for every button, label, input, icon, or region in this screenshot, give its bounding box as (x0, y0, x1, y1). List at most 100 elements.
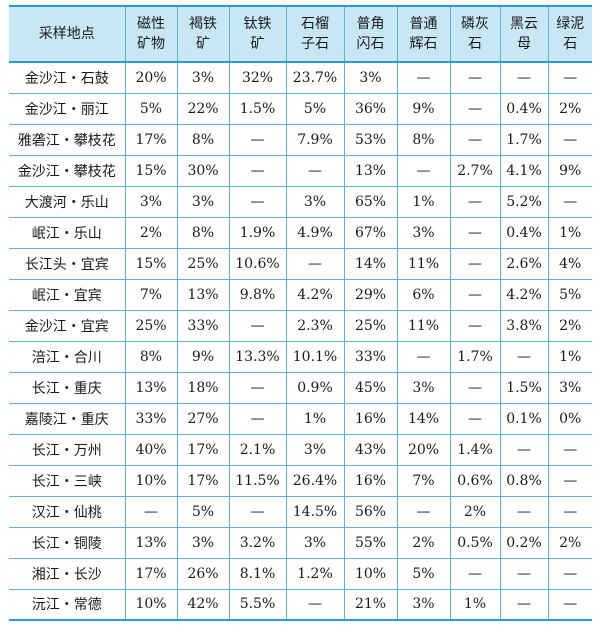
table-cell: 1.5% (228, 93, 286, 125)
table-cell: 67% (343, 217, 397, 249)
sampling-location-cell: 长江・重庆 (9, 372, 125, 404)
table-cell: 5% (396, 558, 450, 590)
table-cell: — (547, 434, 592, 466)
column-header: 磁性 矿物 (124, 5, 177, 63)
table-cell: — (499, 558, 548, 590)
table-row: 长江・重庆 13% 18% —0.9% 45% 3% —1.5% 3% (9, 372, 592, 404)
table-cell: 3% (176, 186, 229, 218)
table-row: 涪江・合川 8% 9% 13.3% 10.1% 33% —1.7% —1% (9, 341, 592, 373)
table-row: 长江・铜陵 13% 3% 3.2% 3% 55% 2% 0.5% 0.2% 2% (9, 527, 592, 559)
sampling-location-cell: 金沙江・丽江 (9, 93, 125, 125)
table-cell: 3% (547, 372, 592, 404)
table-cell: — (228, 496, 286, 528)
table-cell: 4.2% (499, 279, 548, 311)
table-row: 嘉陵江・重庆 33% 27% —1% 16% 14% —0.1% 0% (9, 403, 592, 435)
table-cell: — (228, 372, 286, 404)
table-cell: — (547, 558, 592, 590)
table-cell: 1% (396, 186, 450, 218)
column-header-line: 褐铁 (189, 16, 217, 32)
table-cell: 33% (343, 341, 397, 373)
table-cell: 30% (176, 155, 229, 187)
table-row: 长江头・宜宾 15% 25% 10.6% —14% 11% —2.6% 4% (9, 248, 592, 280)
table-cell: 27% (176, 403, 229, 435)
table-cell: — (449, 558, 500, 590)
table-cell: 17% (176, 434, 229, 466)
table-cell: 56% (343, 496, 397, 528)
table-header: 采样地点 磁性 矿物 褐铁矿钛铁矿石榴 子石 普角 闪石 普通 辉石 磷灰石黑云母绿泥石 (9, 5, 592, 63)
column-header: 褐铁矿 (176, 5, 229, 63)
table-cell: — (499, 341, 548, 373)
table-cell: 1% (449, 589, 500, 621)
column-header-line: 矿 (250, 36, 265, 52)
column-header: 钛铁矿 (228, 5, 286, 63)
sampling-location-cell: 湘江・长沙 (9, 558, 125, 590)
table-row: 长江・万州 40% 17% 2.1% 3% 43% 20% 1.4% — — (9, 434, 592, 466)
table-cell: 9% (396, 93, 450, 125)
table-cell: — (228, 403, 286, 435)
table-cell: 11.5% (228, 465, 286, 497)
table-row: 沅江・常德 10% 42% 5.5% —21% 3% 1% — — (9, 589, 592, 621)
table-cell: 4.1% (499, 155, 548, 187)
table-cell: — (449, 372, 500, 404)
table-cell: 6% (396, 279, 450, 311)
table-cell: — (396, 62, 450, 94)
table-cell: 17% (124, 124, 177, 156)
table-cell: — (285, 589, 344, 621)
table-cell: 2% (449, 496, 500, 528)
table-cell: 13.3% (228, 341, 286, 373)
table-cell: — (499, 434, 548, 466)
table-cell: 18% (176, 372, 229, 404)
column-header-line: 闪石 (356, 36, 385, 52)
column-header: 普角 闪石 (343, 5, 397, 63)
table-cell: 0.9% (285, 372, 344, 404)
table-cell: 20% (124, 62, 177, 94)
table-cell: 0.6% (449, 465, 500, 497)
sampling-location-cell: 金沙江・石鼓 (9, 62, 125, 94)
column-header-line: 钛铁 (243, 16, 272, 32)
table-cell: 8.1% (228, 558, 286, 590)
table-cell: 2.3% (285, 310, 344, 342)
table-cell: — (547, 124, 592, 156)
table-cell: 0.4% (499, 217, 548, 249)
table-cell: 10.6% (228, 248, 286, 280)
table-cell: 3% (285, 186, 344, 218)
column-header-line: 矿 (196, 36, 210, 52)
table-cell: 1% (285, 403, 344, 435)
table-cell: 11% (396, 248, 450, 280)
table-cell: 3% (124, 186, 177, 218)
table-cell: 13% (124, 527, 177, 559)
table-cell: 1.7% (449, 341, 500, 373)
sampling-location-cell: 长江・万州 (9, 434, 125, 466)
table-cell: — (396, 496, 450, 528)
column-header-line: 采样地点 (38, 26, 95, 42)
table-cell: 2% (124, 217, 177, 249)
table-cell: 10% (124, 465, 177, 497)
column-header: 磷灰石 (449, 5, 500, 63)
table-cell: 3% (396, 372, 450, 404)
column-header: 绿泥石 (547, 5, 592, 63)
column-header-line: 磷灰 (461, 16, 489, 32)
table-cell: 15% (124, 155, 177, 187)
column-header: 黑云母 (499, 5, 548, 63)
table-cell: — (547, 62, 592, 94)
table-cell: 22% (176, 93, 229, 125)
table-row: 金沙江・石鼓 20% 3% 32% 23.7% 3% — — — — (9, 62, 592, 94)
table-cell: 15% (124, 248, 177, 280)
table-cell: — (449, 248, 500, 280)
column-header-line: 母 (517, 36, 531, 52)
table-cell: 23.7% (285, 62, 344, 94)
table-cell: 17% (124, 558, 177, 590)
table-cell: 42% (176, 589, 229, 621)
table-cell: 3.2% (228, 527, 286, 559)
table-cell: — (449, 403, 500, 435)
table-cell: 3% (176, 527, 229, 559)
table-cell: 8% (396, 124, 450, 156)
table-cell: 43% (343, 434, 397, 466)
table-cell: — (449, 186, 500, 218)
table-cell: 3.8% (499, 310, 548, 342)
column-header-line: 黑云 (510, 16, 538, 32)
table-cell: 0.8% (499, 465, 548, 497)
table-cell: — (228, 186, 286, 218)
column-header-line: 矿物 (137, 36, 165, 52)
table-cell: 2% (547, 527, 592, 559)
